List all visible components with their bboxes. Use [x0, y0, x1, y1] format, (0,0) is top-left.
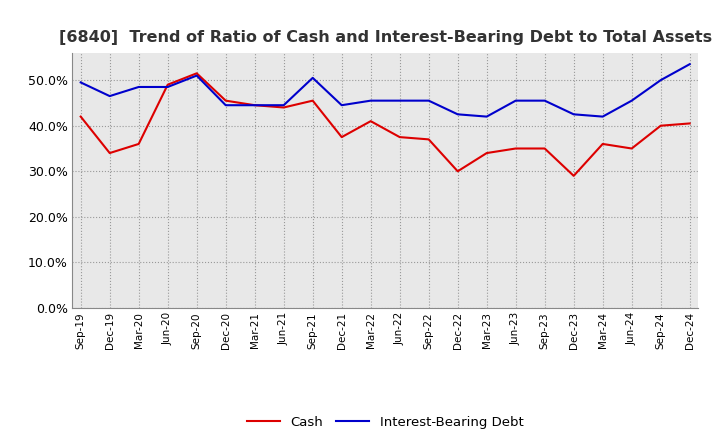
Interest-Bearing Debt	[627, 98, 636, 103]
Interest-Bearing Debt	[251, 103, 259, 108]
Line: Cash: Cash	[81, 73, 690, 176]
Cash	[627, 146, 636, 151]
Interest-Bearing Debt	[395, 98, 404, 103]
Cash	[279, 105, 288, 110]
Interest-Bearing Debt	[685, 62, 694, 67]
Interest-Bearing Debt	[76, 80, 85, 85]
Interest-Bearing Debt	[192, 73, 201, 78]
Interest-Bearing Debt	[163, 84, 172, 90]
Cash	[570, 173, 578, 179]
Cash	[221, 98, 230, 103]
Interest-Bearing Debt	[454, 112, 462, 117]
Cash	[135, 141, 143, 147]
Legend: Cash, Interest-Bearing Debt: Cash, Interest-Bearing Debt	[241, 411, 529, 434]
Interest-Bearing Debt	[308, 75, 317, 81]
Interest-Bearing Debt	[570, 112, 578, 117]
Interest-Bearing Debt	[424, 98, 433, 103]
Cash	[308, 98, 317, 103]
Cash	[338, 135, 346, 140]
Cash	[76, 114, 85, 119]
Interest-Bearing Debt	[366, 98, 375, 103]
Interest-Bearing Debt	[338, 103, 346, 108]
Cash	[685, 121, 694, 126]
Cash	[105, 150, 114, 156]
Cash	[598, 141, 607, 147]
Interest-Bearing Debt	[105, 93, 114, 99]
Interest-Bearing Debt	[657, 77, 665, 83]
Cash	[192, 71, 201, 76]
Interest-Bearing Debt	[221, 103, 230, 108]
Title: [6840]  Trend of Ratio of Cash and Interest-Bearing Debt to Total Assets: [6840] Trend of Ratio of Cash and Intere…	[58, 29, 712, 45]
Cash	[163, 82, 172, 87]
Interest-Bearing Debt	[482, 114, 491, 119]
Line: Interest-Bearing Debt: Interest-Bearing Debt	[81, 64, 690, 117]
Cash	[454, 169, 462, 174]
Cash	[395, 135, 404, 140]
Cash	[511, 146, 520, 151]
Interest-Bearing Debt	[279, 103, 288, 108]
Interest-Bearing Debt	[511, 98, 520, 103]
Cash	[251, 103, 259, 108]
Interest-Bearing Debt	[135, 84, 143, 90]
Interest-Bearing Debt	[598, 114, 607, 119]
Cash	[482, 150, 491, 156]
Cash	[424, 137, 433, 142]
Cash	[657, 123, 665, 128]
Cash	[541, 146, 549, 151]
Interest-Bearing Debt	[541, 98, 549, 103]
Cash	[366, 118, 375, 124]
